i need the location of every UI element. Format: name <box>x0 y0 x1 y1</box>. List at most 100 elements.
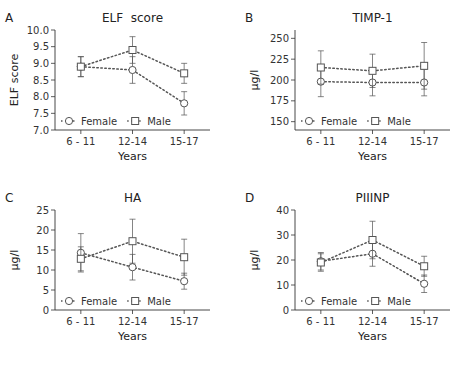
legend: Female Male <box>61 296 171 307</box>
y-tick <box>291 210 295 211</box>
legend: FemaleMale <box>301 296 411 307</box>
title: TIMP-1 <box>351 11 392 25</box>
y-tick <box>51 46 55 47</box>
y-axis-label: µg/l <box>8 250 21 271</box>
x-tick-label: 15-17 <box>170 136 199 147</box>
y-tick-label: 7.0 <box>33 125 49 136</box>
error-bar <box>78 234 84 272</box>
y-tick-label: 250 <box>270 33 289 44</box>
y-tick <box>51 230 55 231</box>
y-tick-label: 10 <box>276 280 289 291</box>
plot-area <box>317 221 428 292</box>
legend-marker <box>372 298 379 305</box>
x-axis <box>295 310 450 311</box>
y-axis-label: ELF score <box>8 54 21 107</box>
panel: 1501752002252506 - 1112-1415-17TIMP-1Yea… <box>245 11 450 163</box>
x-axis <box>55 310 210 311</box>
point <box>421 263 428 270</box>
legend-label: Female <box>81 296 117 307</box>
y-tick <box>51 80 55 81</box>
x-tick <box>372 310 373 314</box>
y-axis <box>295 30 296 130</box>
legend-marker <box>65 297 72 304</box>
panel-label: B <box>245 11 253 25</box>
x-tick-label: 6 - 11 <box>66 316 95 327</box>
error-bar <box>78 247 84 271</box>
panel: 0102030406 - 1112-1415-17PIIINPYearsµg/l… <box>245 191 450 343</box>
panel: 7.07.58.08.59.09.510.06 - 1112-1415-17EL… <box>5 11 210 163</box>
x-axis-label: Years <box>357 150 387 163</box>
x-tick-label: 15-17 <box>410 136 439 147</box>
x-tick-label: 15-17 <box>410 316 439 327</box>
series-line <box>81 67 184 104</box>
legend-label: Female <box>321 296 357 307</box>
y-axis-label: µg/l <box>248 70 261 91</box>
legend-label: Female <box>81 116 117 127</box>
point <box>421 62 428 69</box>
y-tick-label: 7.5 <box>33 108 49 119</box>
error-bar <box>421 43 427 90</box>
plot-area <box>317 43 428 97</box>
error-bar <box>181 239 187 275</box>
title: ELF score <box>102 11 163 25</box>
x-tick-label: 12-14 <box>118 316 147 327</box>
x-tick-label: 12-14 <box>358 136 387 147</box>
point <box>181 100 188 107</box>
y-axis <box>55 30 56 130</box>
y-tick-label: 10.0 <box>27 25 49 36</box>
y-tick <box>291 121 295 122</box>
y-tick-label: 30 <box>276 230 289 241</box>
y-tick <box>51 130 55 131</box>
legend-marker <box>65 117 72 124</box>
y-tick <box>291 260 295 261</box>
y-tick-label: 225 <box>270 54 289 65</box>
point <box>317 259 324 266</box>
point <box>317 64 324 71</box>
point <box>181 254 188 261</box>
x-tick-label: 15-17 <box>170 316 199 327</box>
point <box>77 255 84 262</box>
legend-label: Male <box>387 116 411 127</box>
point <box>421 280 428 287</box>
x-tick <box>80 130 81 134</box>
legend-label: Male <box>147 296 171 307</box>
figure: 7.07.58.08.59.09.510.06 - 1112-1415-17EL… <box>0 0 474 365</box>
legend-marker <box>132 118 139 125</box>
y-tick-label: 8.5 <box>33 75 49 86</box>
error-bar <box>421 275 427 293</box>
x-tick <box>184 310 185 314</box>
y-tick <box>51 270 55 271</box>
y-tick-label: 200 <box>270 75 289 86</box>
error-bar <box>421 256 427 276</box>
error-bar <box>130 37 136 64</box>
y-tick-label: 8.0 <box>33 91 49 102</box>
y-tick <box>291 310 295 311</box>
error-bar <box>370 221 376 259</box>
error-bar <box>78 57 84 77</box>
title: HA <box>124 191 142 205</box>
legend: Female Male <box>61 116 171 127</box>
y-axis-label: µg/l <box>248 250 261 271</box>
x-tick <box>80 310 81 314</box>
panel-label: A <box>5 11 14 25</box>
y-tick <box>51 310 55 311</box>
legend-marker <box>305 297 312 304</box>
plot-area <box>77 219 188 289</box>
y-tick <box>51 113 55 114</box>
y-tick <box>291 59 295 60</box>
y-tick <box>51 30 55 31</box>
y-tick-label: 10 <box>36 265 49 276</box>
x-axis <box>295 130 450 131</box>
y-tick-label: 9.0 <box>33 58 49 69</box>
error-bar <box>130 219 136 263</box>
x-tick <box>320 130 321 134</box>
y-tick-label: 5 <box>43 285 49 296</box>
point <box>77 63 84 70</box>
error-bar <box>181 92 187 115</box>
x-axis-label: Years <box>117 330 147 343</box>
y-tick <box>51 290 55 291</box>
legend-label: Male <box>147 116 171 127</box>
panel-label: C <box>5 191 13 205</box>
legend-marker <box>372 118 379 125</box>
point <box>181 278 188 285</box>
